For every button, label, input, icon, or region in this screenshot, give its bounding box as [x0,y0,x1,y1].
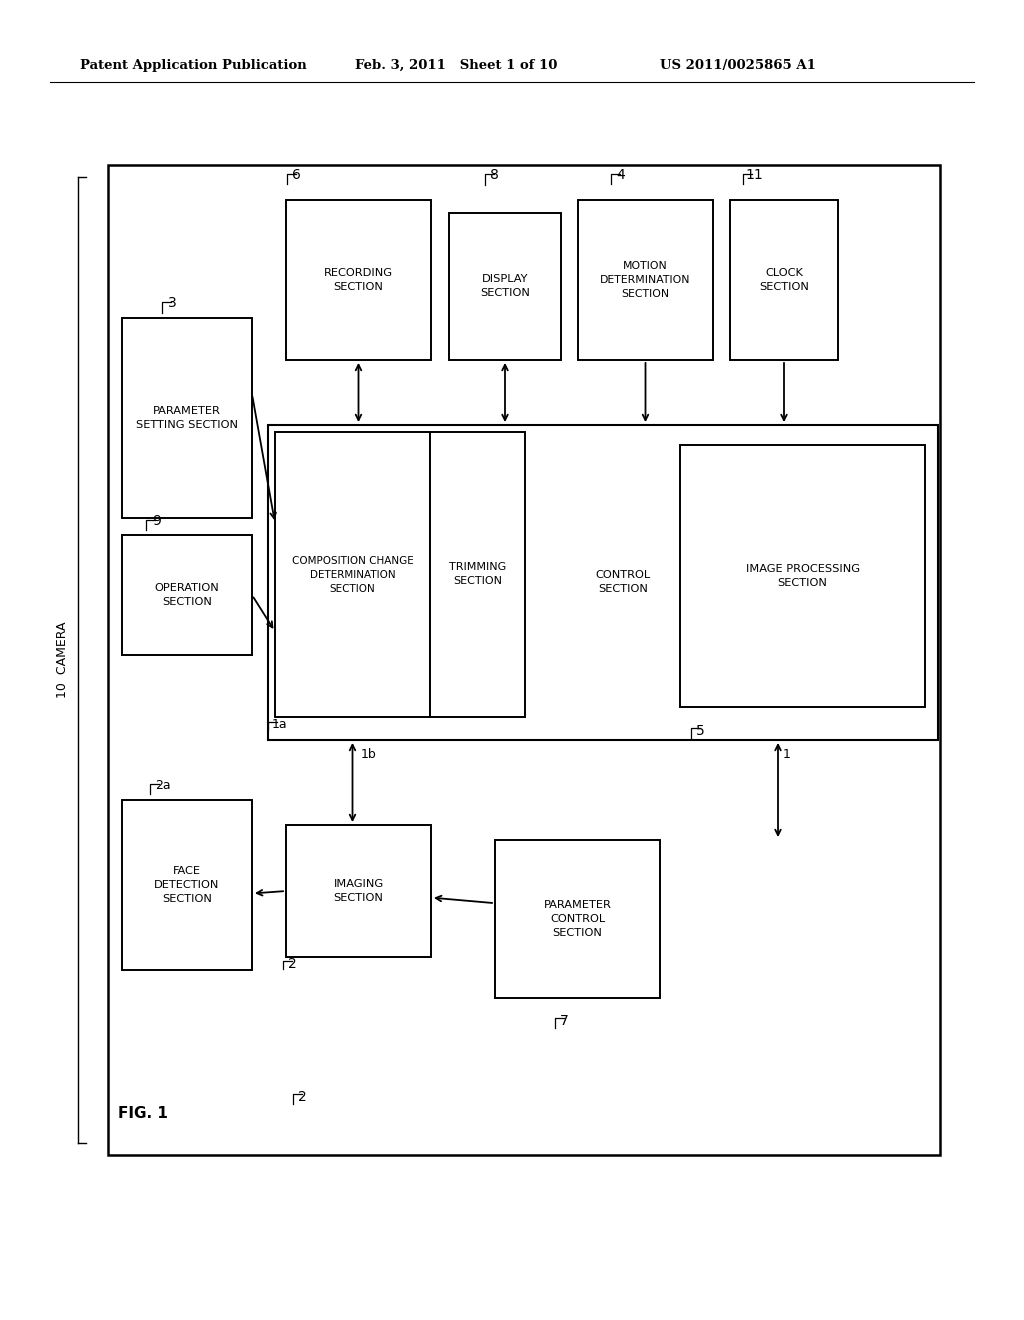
Text: IMAGING
SECTION: IMAGING SECTION [334,879,384,903]
Bar [286,201,431,360]
Bar [275,432,430,717]
Text: IMAGE PROCESSING
SECTION: IMAGE PROCESSING SECTION [745,564,859,587]
Bar [495,840,660,998]
Text: COMPOSITION CHANGE
DETERMINATION
SECTION: COMPOSITION CHANGE DETERMINATION SECTION [292,556,414,594]
Text: 11: 11 [745,168,763,182]
Text: OPERATION
SECTION: OPERATION SECTION [155,583,219,607]
Bar [122,535,252,655]
Text: MOTION
DETERMINATION
SECTION: MOTION DETERMINATION SECTION [600,261,691,300]
Text: 6: 6 [292,168,301,182]
Text: 5: 5 [696,723,705,738]
Text: PARAMETER
SETTING SECTION: PARAMETER SETTING SECTION [136,407,238,430]
Bar [578,201,713,360]
Bar [268,425,938,741]
Text: 1b: 1b [360,748,376,762]
Text: 2: 2 [288,957,297,972]
Bar [449,213,561,360]
Text: Feb. 3, 2011   Sheet 1 of 10: Feb. 3, 2011 Sheet 1 of 10 [355,58,557,71]
Bar [122,318,252,517]
Text: RECORDING
SECTION: RECORDING SECTION [324,268,393,292]
Text: 7: 7 [560,1014,568,1028]
Text: PARAMETER
CONTROL
SECTION: PARAMETER CONTROL SECTION [544,900,611,939]
Text: FACE
DETECTION
SECTION: FACE DETECTION SECTION [155,866,220,904]
Text: DISPLAY
SECTION: DISPLAY SECTION [480,275,530,298]
Text: 2a: 2a [155,779,171,792]
Text: 9: 9 [152,513,161,528]
Text: 1a: 1a [272,718,288,731]
Bar [680,445,925,708]
Bar [286,825,431,957]
Bar [108,165,940,1155]
Text: 4: 4 [616,168,625,182]
Bar [430,432,525,717]
Text: 8: 8 [490,168,499,182]
Text: 1: 1 [783,748,791,762]
Text: Patent Application Publication: Patent Application Publication [80,58,307,71]
Text: CONTROL
SECTION: CONTROL SECTION [595,570,650,594]
Text: 3: 3 [168,296,177,310]
Text: US 2011/0025865 A1: US 2011/0025865 A1 [660,58,816,71]
Text: 10  CAMERA: 10 CAMERA [55,622,69,698]
Text: TRIMMING
SECTION: TRIMMING SECTION [449,562,506,586]
Text: CLOCK
SECTION: CLOCK SECTION [759,268,809,292]
Bar [730,201,838,360]
Bar [122,800,252,970]
Text: FIG. 1: FIG. 1 [118,1106,168,1121]
Text: 2: 2 [298,1090,307,1104]
